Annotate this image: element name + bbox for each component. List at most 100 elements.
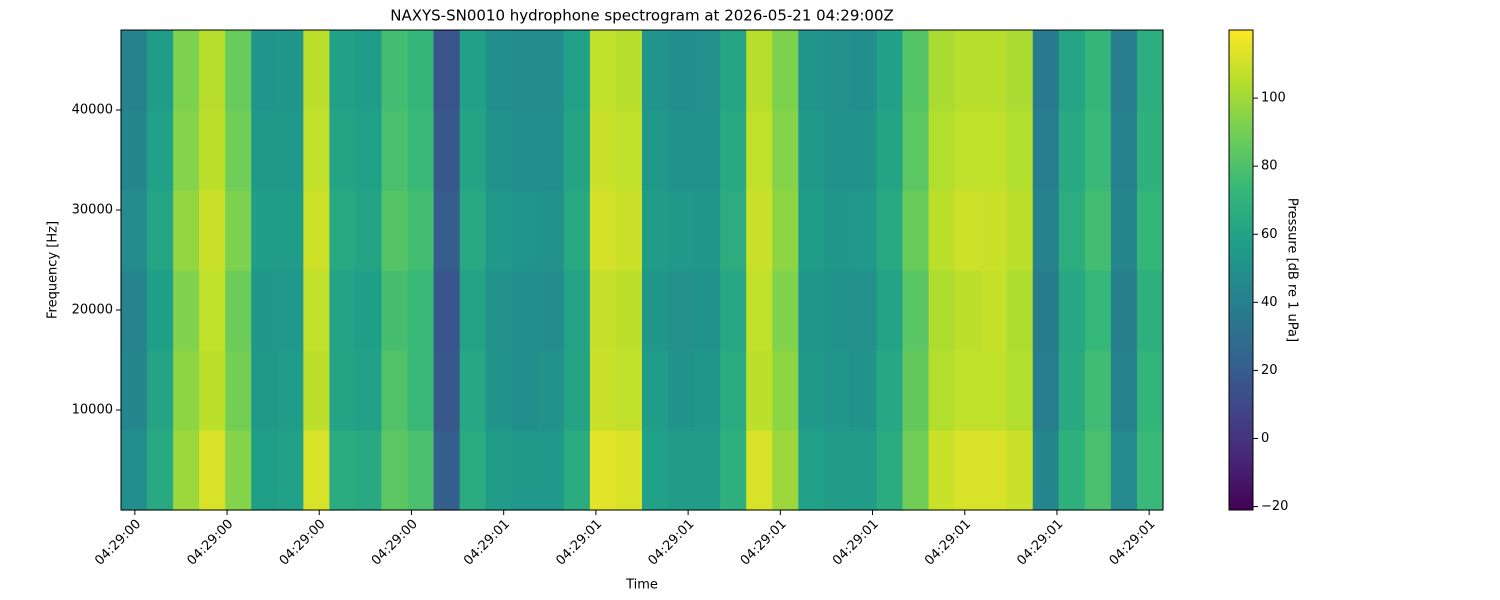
heatmap-cell	[121, 30, 148, 111]
heatmap-cell	[850, 350, 878, 431]
heatmap-cell	[511, 110, 539, 191]
heatmap-cell	[615, 350, 643, 431]
heatmap-cell	[459, 430, 487, 511]
heatmap-cell	[928, 30, 956, 111]
heatmap-cell	[980, 350, 1008, 431]
heatmap-cell	[746, 350, 773, 431]
heatmap-cell	[980, 30, 1008, 111]
heatmap-cell	[1084, 270, 1112, 351]
heatmap-cell	[902, 270, 930, 351]
x-tick-label: 04:29:00	[277, 517, 329, 569]
heatmap-cell	[1110, 430, 1138, 511]
heatmap-cell	[589, 30, 617, 111]
heatmap-cell	[511, 270, 539, 351]
x-tick-label: 04:29:00	[92, 517, 144, 569]
heatmap-cell	[798, 30, 825, 111]
x-tick-label: 04:29:01	[830, 517, 882, 569]
heatmap-cell	[1006, 430, 1034, 511]
heatmap-cell	[694, 30, 721, 111]
heatmap-cell	[615, 190, 643, 271]
heatmap-cell	[954, 270, 982, 351]
heatmap-cell	[225, 110, 252, 191]
heatmap-cell	[902, 110, 930, 191]
heatmap-cell	[407, 30, 435, 111]
heatmap-cell	[1136, 30, 1164, 111]
heatmap-cell	[225, 270, 252, 351]
heatmap-cell	[277, 430, 304, 511]
heatmap-cell	[902, 30, 930, 111]
heatmap-cell	[381, 270, 409, 351]
x-tick-label: 04:29:00	[369, 517, 421, 569]
heatmap-cell	[251, 110, 278, 191]
heatmap-cell	[772, 350, 799, 431]
heatmap-cell	[1032, 110, 1060, 191]
heatmap-cell	[1136, 430, 1164, 511]
heatmap-cell	[850, 430, 878, 511]
x-axis-label: Time	[625, 578, 658, 593]
heatmap-cell	[303, 430, 330, 511]
heatmap-cell	[251, 30, 278, 111]
heatmap-cell	[225, 430, 252, 511]
heatmap-cell	[563, 350, 591, 431]
heatmap-cell	[433, 30, 461, 111]
heatmap-cell	[459, 190, 487, 271]
heatmap-cell	[329, 110, 357, 191]
heatmap-cell	[121, 430, 148, 511]
heatmap-cell	[537, 190, 565, 271]
heatmap-cell	[147, 350, 174, 431]
heatmap-cell	[694, 350, 721, 431]
heatmap-cell	[954, 30, 982, 111]
heatmap-cell	[954, 350, 982, 431]
heatmap-cell	[850, 30, 878, 111]
heatmap-cell	[303, 30, 330, 111]
heatmap-cell	[1006, 270, 1034, 351]
heatmap-cell	[798, 270, 825, 351]
heatmap-cell	[355, 270, 383, 351]
heatmap-cell	[876, 30, 904, 111]
heatmap-cell	[589, 350, 617, 431]
heatmap-cell	[485, 350, 513, 431]
heatmap-cell	[199, 190, 226, 271]
heatmap-cell	[928, 430, 956, 511]
heatmap-cell	[225, 190, 252, 271]
heatmap-cell	[407, 110, 435, 191]
x-tick-label: 04:29:01	[922, 517, 974, 569]
heatmap-cell	[355, 110, 383, 191]
heatmap-cell	[798, 350, 825, 431]
heatmap-cell	[277, 270, 304, 351]
heatmap-cell	[407, 350, 435, 431]
heatmap-cell	[511, 30, 539, 111]
heatmap-cell	[407, 270, 435, 351]
heatmap-cell	[511, 190, 539, 271]
chart-title: NAXYS-SN0010 hydrophone spectrogram at 2…	[390, 7, 894, 25]
heatmap-cell	[928, 270, 956, 351]
heatmap-cell	[485, 110, 513, 191]
heatmap-cell	[381, 350, 409, 431]
heatmap-cell	[563, 430, 591, 511]
heatmap-cell	[485, 30, 513, 111]
heatmap-cell	[147, 110, 174, 191]
y-tick-label: 10000	[72, 403, 113, 418]
heatmap-cell	[251, 270, 278, 351]
heatmap-cell	[173, 110, 200, 191]
x-tick-label: 04:29:01	[461, 517, 513, 569]
heatmap-cell	[121, 190, 148, 271]
colorbar-tick-label: 100	[1261, 91, 1286, 106]
heatmap-cell	[876, 430, 904, 511]
heatmap-cell	[121, 350, 148, 431]
heatmap-cell	[459, 30, 487, 111]
heatmap-cell	[329, 190, 357, 271]
heatmap-cell	[381, 430, 409, 511]
heatmap-cell	[147, 30, 174, 111]
heatmap-cell	[355, 190, 383, 271]
heatmap-cell	[720, 30, 747, 111]
heatmap-cell	[746, 110, 773, 191]
heatmap-cell	[1006, 110, 1034, 191]
x-tick-label: 04:29:01	[738, 517, 790, 569]
heatmap-cell	[928, 190, 956, 271]
heatmap-cell	[902, 350, 930, 431]
heatmap-cell	[1136, 110, 1164, 191]
heatmap-cell	[1006, 190, 1034, 271]
heatmap-cell	[642, 30, 669, 111]
heatmap-cell	[355, 30, 383, 111]
